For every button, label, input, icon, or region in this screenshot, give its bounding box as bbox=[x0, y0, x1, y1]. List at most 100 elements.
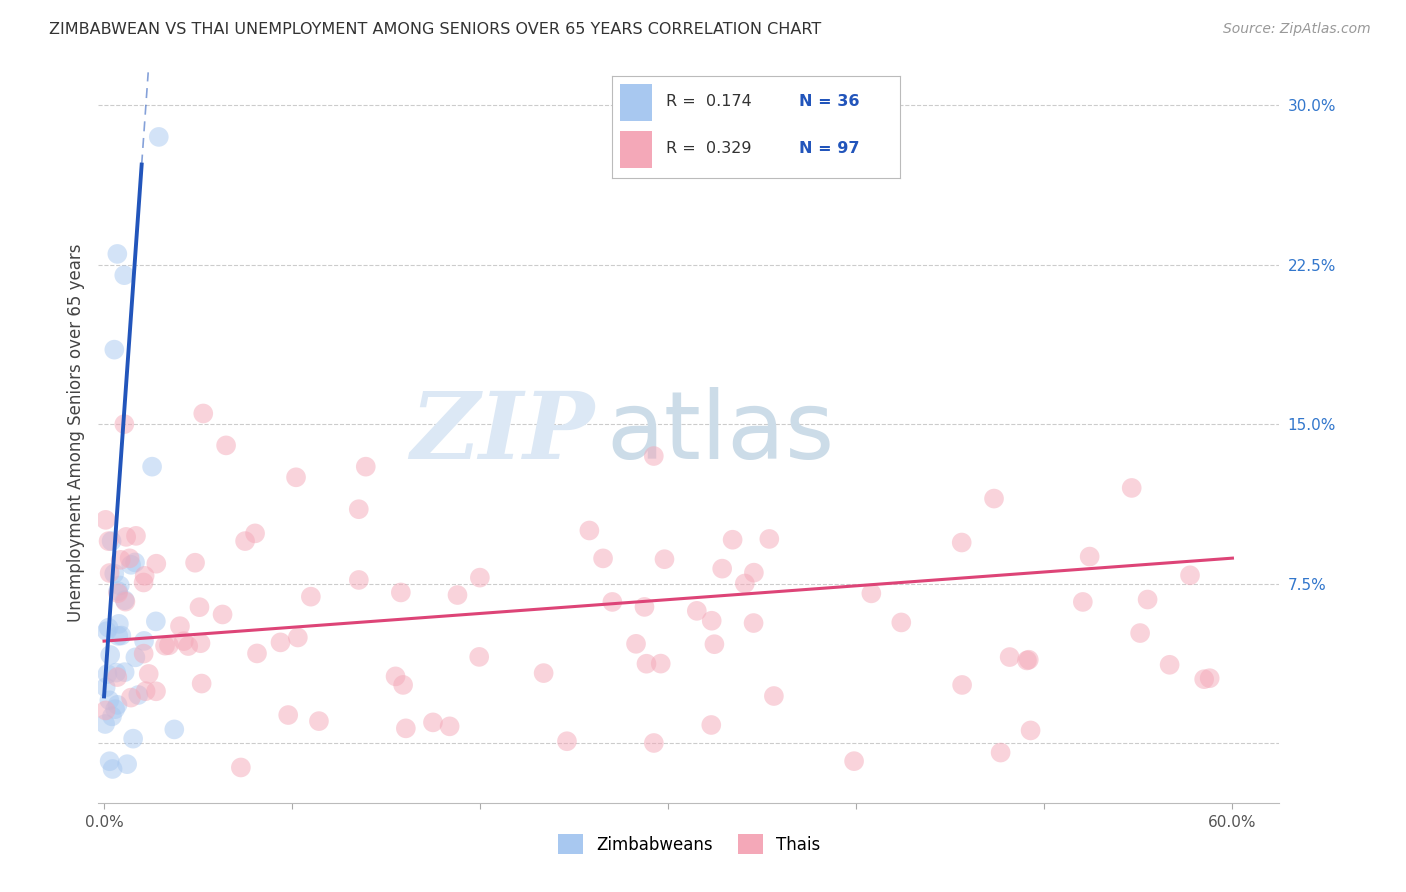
Point bbox=[354, 459, 377, 474]
Point bbox=[950, 535, 973, 549]
Point bbox=[1078, 549, 1101, 564]
Point bbox=[112, 417, 135, 431]
Point bbox=[285, 470, 308, 484]
Point bbox=[124, 555, 146, 569]
Point bbox=[115, 530, 138, 544]
Point bbox=[211, 607, 233, 622]
Point bbox=[97, 534, 120, 549]
Point bbox=[107, 584, 129, 599]
Point bbox=[108, 578, 131, 592]
Point bbox=[389, 585, 412, 599]
Point bbox=[132, 633, 155, 648]
Point bbox=[392, 678, 415, 692]
Point bbox=[94, 681, 117, 695]
Point bbox=[145, 557, 167, 571]
FancyBboxPatch shape bbox=[620, 84, 652, 121]
Point bbox=[124, 650, 146, 665]
Point bbox=[104, 702, 127, 716]
Point bbox=[686, 604, 709, 618]
Point bbox=[592, 551, 614, 566]
Point bbox=[193, 407, 215, 421]
Point bbox=[269, 635, 291, 649]
Point bbox=[650, 657, 672, 671]
Point bbox=[860, 586, 883, 600]
Point bbox=[468, 571, 491, 585]
Point bbox=[169, 619, 191, 633]
Point bbox=[308, 714, 330, 728]
Point bbox=[890, 615, 912, 630]
Point bbox=[299, 590, 322, 604]
Point bbox=[578, 524, 600, 538]
Point bbox=[96, 624, 118, 639]
Point bbox=[148, 129, 170, 144]
Point bbox=[101, 709, 124, 723]
Point bbox=[643, 736, 665, 750]
Point bbox=[98, 693, 121, 707]
Point bbox=[734, 576, 756, 591]
Point bbox=[138, 667, 160, 681]
Point bbox=[533, 666, 555, 681]
Point bbox=[107, 698, 129, 712]
Point bbox=[101, 762, 124, 776]
Point bbox=[842, 754, 865, 768]
Point bbox=[145, 615, 167, 629]
Text: Source: ZipAtlas.com: Source: ZipAtlas.com bbox=[1223, 22, 1371, 37]
Point bbox=[762, 689, 785, 703]
Point bbox=[1198, 671, 1220, 685]
Point bbox=[654, 552, 676, 566]
Point bbox=[229, 760, 252, 774]
Point bbox=[215, 438, 238, 452]
Point bbox=[1159, 657, 1181, 672]
Point bbox=[98, 566, 121, 580]
Point bbox=[122, 731, 145, 746]
Point bbox=[998, 650, 1021, 665]
Point bbox=[134, 569, 156, 583]
Point bbox=[742, 566, 765, 580]
Point bbox=[700, 614, 723, 628]
Point bbox=[233, 534, 256, 549]
Point bbox=[188, 600, 211, 615]
Point bbox=[468, 649, 491, 664]
Point bbox=[94, 703, 117, 717]
Point bbox=[96, 667, 118, 681]
Point bbox=[243, 526, 266, 541]
Y-axis label: Unemployment Among Seniors over 65 years: Unemployment Among Seniors over 65 years bbox=[66, 244, 84, 622]
Point bbox=[125, 529, 148, 543]
Point bbox=[153, 639, 176, 653]
Point bbox=[395, 722, 418, 736]
Point bbox=[98, 648, 121, 662]
Point bbox=[1178, 568, 1201, 582]
Text: ZIMBABWEAN VS THAI UNEMPLOYMENT AMONG SENIORS OVER 65 YEARS CORRELATION CHART: ZIMBABWEAN VS THAI UNEMPLOYMENT AMONG SE… bbox=[49, 22, 821, 37]
Point bbox=[97, 621, 120, 635]
FancyBboxPatch shape bbox=[620, 131, 652, 168]
Point bbox=[163, 723, 186, 737]
Point bbox=[105, 670, 128, 684]
Point bbox=[184, 556, 207, 570]
Point bbox=[105, 665, 128, 680]
Point bbox=[108, 616, 131, 631]
Point bbox=[758, 532, 780, 546]
Point bbox=[118, 551, 141, 566]
Point bbox=[246, 647, 269, 661]
Point bbox=[141, 459, 163, 474]
Point bbox=[94, 717, 117, 731]
Text: R =  0.329: R = 0.329 bbox=[666, 141, 752, 155]
Point bbox=[287, 631, 309, 645]
Point bbox=[624, 637, 647, 651]
Point bbox=[107, 629, 129, 643]
Point bbox=[633, 599, 655, 614]
Point bbox=[100, 534, 122, 549]
Point bbox=[1192, 672, 1215, 686]
Point bbox=[110, 629, 132, 643]
Point bbox=[711, 561, 734, 575]
Point bbox=[347, 573, 370, 587]
Point bbox=[643, 449, 665, 463]
Point bbox=[700, 718, 723, 732]
Point bbox=[636, 657, 658, 671]
Point bbox=[145, 684, 167, 698]
Point bbox=[112, 268, 135, 283]
Point bbox=[742, 615, 765, 630]
Point bbox=[1136, 592, 1159, 607]
Point bbox=[190, 636, 212, 650]
Point bbox=[384, 669, 406, 683]
